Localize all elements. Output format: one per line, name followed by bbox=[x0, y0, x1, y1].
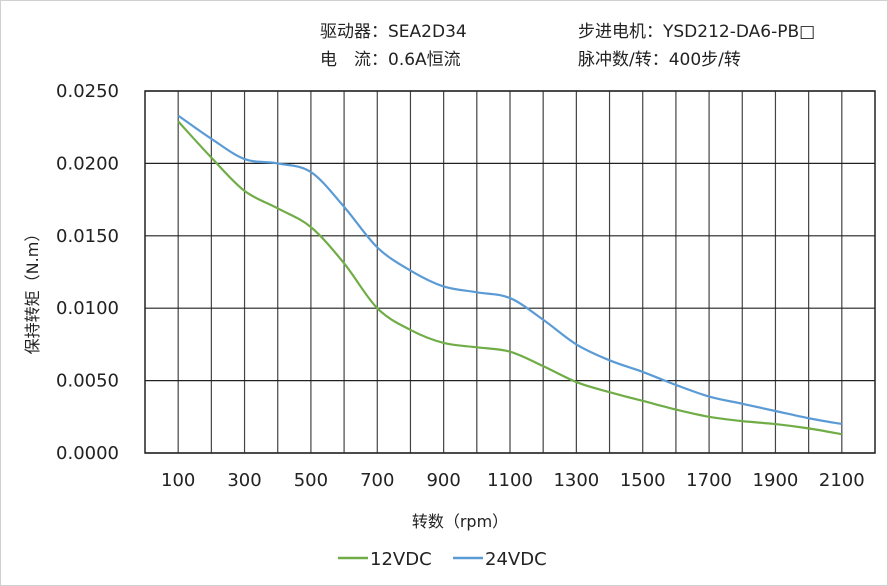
y-tick-label: 0.0150 bbox=[56, 226, 119, 247]
pulses-label: 脉冲数/转：400步/转 bbox=[578, 50, 741, 70]
x-tick-label: 100 bbox=[161, 470, 195, 491]
y-tick-label: 0.0050 bbox=[56, 371, 119, 392]
legend-label: 12VDC bbox=[370, 549, 432, 570]
x-tick-label: 2100 bbox=[819, 470, 865, 491]
x-tick-label: 700 bbox=[360, 470, 394, 491]
y-tick-label: 0.0000 bbox=[56, 443, 119, 464]
x-tick-label: 1300 bbox=[553, 470, 599, 491]
x-tick-label: 1900 bbox=[753, 470, 799, 491]
x-tick-label: 1700 bbox=[686, 470, 732, 491]
current-label: 电 流：0.6A恒流 bbox=[320, 50, 461, 70]
driver-label: 驱动器：SEA2D34 bbox=[320, 22, 467, 42]
x-tick-label: 900 bbox=[426, 470, 460, 491]
y-axis-label: 保持转矩（N.m） bbox=[23, 226, 42, 355]
x-tick-label: 1100 bbox=[487, 470, 533, 491]
y-tick-label: 0.0200 bbox=[56, 153, 119, 174]
y-tick-label: 0.0250 bbox=[56, 81, 119, 102]
x-tick-label: 500 bbox=[294, 470, 328, 491]
legend-label: 24VDC bbox=[485, 549, 547, 570]
y-tick-label: 0.0100 bbox=[56, 298, 119, 319]
x-tick-label: 1500 bbox=[620, 470, 666, 491]
x-axis-label: 转数（rpm） bbox=[412, 512, 508, 531]
x-tick-label: 300 bbox=[227, 470, 261, 491]
motor-label: 步进电机：YSD212-DA6-PB□ bbox=[578, 22, 816, 42]
